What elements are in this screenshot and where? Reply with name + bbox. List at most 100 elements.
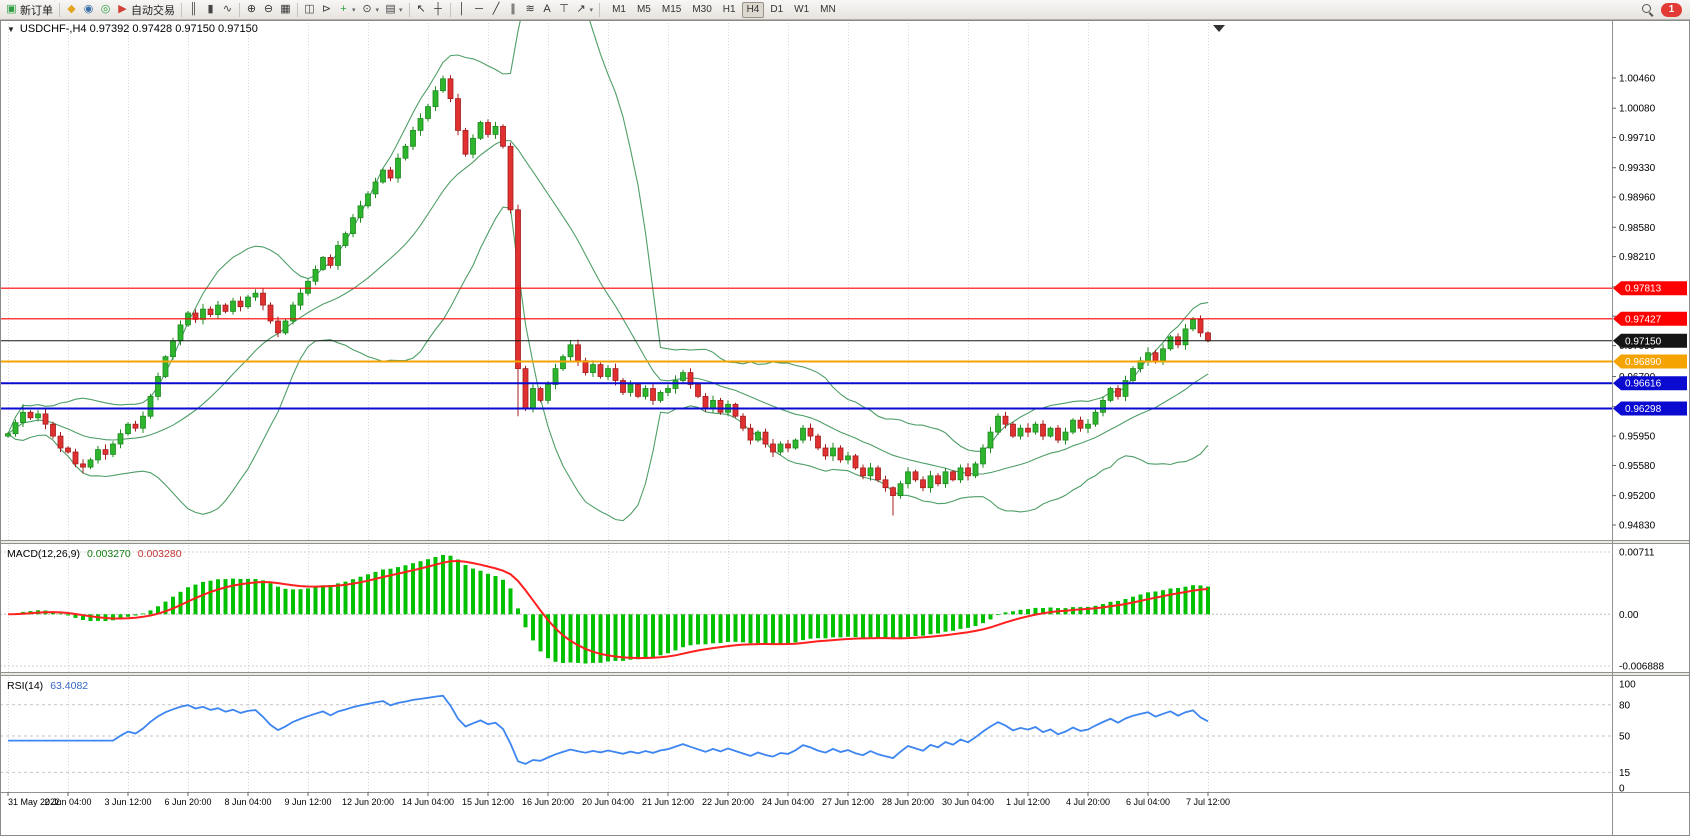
- tile-windows-icon: ▦: [280, 3, 291, 15]
- svg-text:0.00: 0.00: [1619, 610, 1639, 621]
- timeframe-m1-button[interactable]: M1: [607, 2, 631, 18]
- text-button[interactable]: A: [539, 1, 556, 19]
- crosshair-button[interactable]: ┼: [430, 1, 447, 19]
- toolbar-separator: [181, 2, 182, 17]
- horizontal-line-button[interactable]: ─: [471, 1, 488, 19]
- crosshair-icon: ┼: [434, 3, 442, 15]
- cursor-icon: ↖: [416, 3, 426, 15]
- svg-text:16 Jun 20:00: 16 Jun 20:00: [522, 797, 574, 807]
- trendline-icon: ╱: [492, 3, 500, 15]
- chart-line-icon: ∿: [222, 3, 233, 15]
- timeframe-mn-button[interactable]: MN: [815, 2, 841, 18]
- svg-text:21 Jun 12:00: 21 Jun 12:00: [642, 797, 694, 807]
- vertical-line-button[interactable]: │: [454, 1, 471, 19]
- cursor-button[interactable]: ↖: [413, 1, 430, 19]
- chart-bars-button[interactable]: ║: [185, 1, 202, 19]
- svg-text:0.99330: 0.99330: [1619, 163, 1656, 174]
- autotrading-button[interactable]: ▶ 自动交易: [114, 1, 178, 19]
- chart-bars-icon: ║: [189, 3, 198, 15]
- navigator-button[interactable]: ◉: [80, 1, 97, 19]
- svg-text:100: 100: [1619, 680, 1636, 691]
- svg-text:31 May 2022: 31 May 2022: [8, 797, 60, 807]
- zoom-in-icon: ⊕: [246, 3, 257, 15]
- refresh-button[interactable]: ◎: [97, 1, 114, 19]
- rsi-value: 63.4082: [50, 680, 89, 692]
- svg-text:15: 15: [1619, 768, 1631, 779]
- new-order-label: 新订单: [20, 4, 53, 17]
- autotrading-icon: ▶: [118, 3, 127, 15]
- zoom-in-button[interactable]: ⊕: [243, 1, 260, 19]
- period-menu-icon: ⊙: [362, 3, 372, 15]
- svg-text:7 Jul 12:00: 7 Jul 12:00: [1186, 797, 1230, 807]
- chart-shift-icon: ⊳: [321, 3, 332, 15]
- trendline-button[interactable]: ╱: [488, 1, 505, 19]
- svg-text:0.96298: 0.96298: [1625, 404, 1662, 415]
- timeframe-d1-button[interactable]: D1: [765, 2, 788, 18]
- chart-canvas[interactable]: 1.00460 1.00080 0.99710 0.99330 0.98960 0.985…: [0, 20, 1690, 836]
- timeframe-m5-button[interactable]: M5: [632, 2, 656, 18]
- macd-signal-value: 0.003280: [137, 548, 182, 560]
- chart-line-button[interactable]: ∿: [219, 1, 236, 19]
- macd-main-value: 0.003270: [86, 548, 131, 560]
- dropdown-arrow-icon: ▾: [399, 6, 403, 14]
- svg-text:15 Jun 12:00: 15 Jun 12:00: [462, 797, 514, 807]
- svg-text:0.97150: 0.97150: [1625, 336, 1662, 347]
- add-indicator-button[interactable]: + ▾: [335, 1, 359, 19]
- svg-text:27 Jun 12:00: 27 Jun 12:00: [822, 797, 874, 807]
- toolbar-right: 1: [1641, 2, 1687, 17]
- indicator-list-button[interactable]: ◫: [301, 1, 318, 19]
- toolbar-separator: [449, 2, 451, 17]
- svg-text:0.96616: 0.96616: [1625, 379, 1662, 390]
- svg-text:20 Jun 04:00: 20 Jun 04:00: [582, 797, 634, 807]
- notification-badge[interactable]: 1: [1661, 2, 1682, 17]
- rsi-indicator-name: RSI(14): [7, 680, 44, 692]
- fibonacci-button[interactable]: ≋: [522, 1, 539, 19]
- tile-windows-button[interactable]: ▦: [277, 1, 294, 19]
- arrows-button[interactable]: ↗ ▾: [573, 1, 597, 19]
- svg-text:28 Jun 20:00: 28 Jun 20:00: [882, 797, 934, 807]
- market-watch-button[interactable]: ◆: [63, 1, 80, 19]
- text-icon: A: [543, 3, 551, 15]
- svg-text:22 Jun 20:00: 22 Jun 20:00: [702, 797, 754, 807]
- svg-text:24 Jun 04:00: 24 Jun 04:00: [762, 797, 814, 807]
- toolbar-separator: [408, 2, 410, 17]
- zoom-out-button[interactable]: ⊖: [260, 1, 277, 19]
- timeframe-m30-button[interactable]: M30: [687, 2, 716, 18]
- add-indicator-icon: +: [340, 3, 347, 15]
- svg-text:0.95580: 0.95580: [1619, 461, 1656, 472]
- svg-text:30 Jun 04:00: 30 Jun 04:00: [942, 797, 994, 807]
- svg-text:0.98580: 0.98580: [1619, 223, 1656, 234]
- chart-title: ▼ USDCHF-,H4 0.97392 0.97428 0.97150 0.97…: [7, 23, 258, 35]
- channel-icon: ∥: [510, 3, 516, 15]
- timeframe-h1-button[interactable]: H1: [718, 2, 741, 18]
- refresh-icon: ◎: [100, 3, 111, 15]
- chart-candles-icon: ▮: [207, 3, 214, 15]
- template-menu-icon: ▤: [385, 3, 396, 15]
- svg-text:50: 50: [1619, 732, 1631, 743]
- timeframe-m15-button[interactable]: M15: [657, 2, 686, 18]
- svg-text:8 Jun 04:00: 8 Jun 04:00: [224, 797, 271, 807]
- svg-text:6 Jun 20:00: 6 Jun 20:00: [164, 797, 211, 807]
- vertical-line-icon: │: [458, 3, 466, 15]
- svg-text:2 Jun 04:00: 2 Jun 04:00: [44, 797, 91, 807]
- svg-text:0.97813: 0.97813: [1625, 284, 1662, 295]
- search-icon[interactable]: [1641, 3, 1654, 16]
- one-click-arrow-icon[interactable]: ▼: [7, 25, 15, 34]
- new-order-button[interactable]: ▣ 新订单: [3, 1, 56, 19]
- svg-text:1 Jul 12:00: 1 Jul 12:00: [1006, 797, 1050, 807]
- label-icon: ⊤: [559, 3, 569, 15]
- timeframe-w1-button[interactable]: W1: [789, 2, 814, 18]
- chart-window[interactable]: 1.00460 1.00080 0.99710 0.99330 0.98960 0.985…: [0, 20, 1690, 836]
- symbol-ohlc-readout: USDCHF-,H4 0.97392 0.97428 0.97150 0.971…: [19, 23, 258, 35]
- timeframe-h4-button[interactable]: H4: [741, 1, 765, 18]
- label-button[interactable]: ⊤: [556, 1, 573, 19]
- period-menu-button[interactable]: ⊙ ▾: [359, 1, 383, 19]
- template-menu-button[interactable]: ▤ ▾: [382, 1, 406, 19]
- horizontal-line-icon: ─: [475, 3, 483, 15]
- svg-text:12 Jun 20:00: 12 Jun 20:00: [342, 797, 394, 807]
- svg-text:0.00711: 0.00711: [1619, 548, 1655, 559]
- channel-button[interactable]: ∥: [505, 1, 522, 19]
- svg-text:9 Jun 12:00: 9 Jun 12:00: [284, 797, 331, 807]
- chart-candles-button[interactable]: ▮: [202, 1, 219, 19]
- chart-shift-button[interactable]: ⊳: [318, 1, 335, 19]
